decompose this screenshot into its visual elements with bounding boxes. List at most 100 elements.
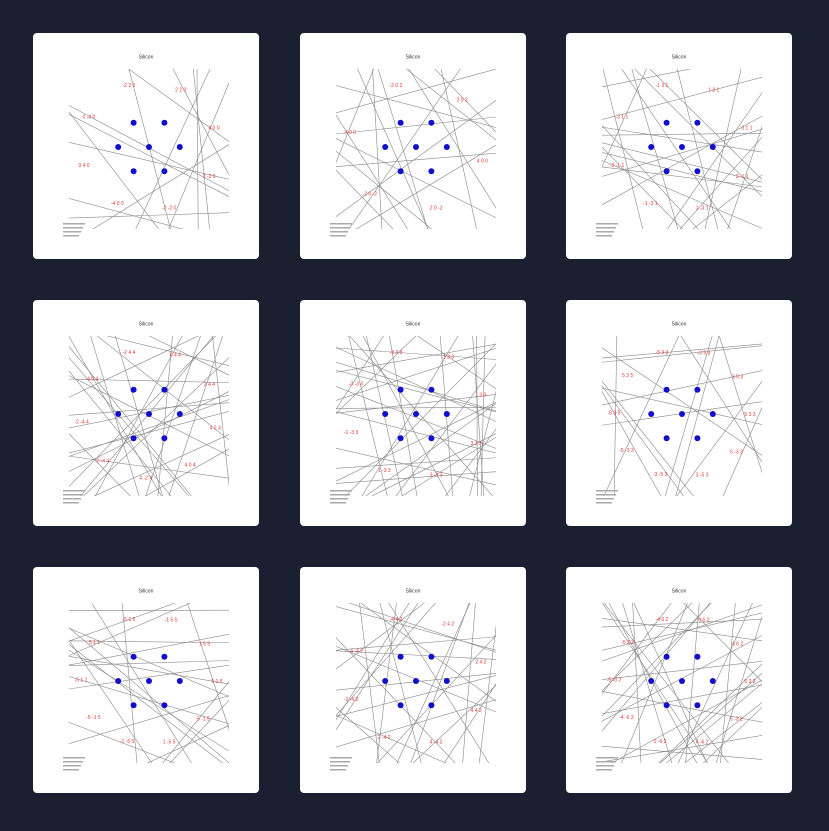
band-line bbox=[80, 336, 214, 496]
band-line bbox=[336, 699, 496, 748]
pole-label: -3 -5 3 bbox=[653, 472, 668, 478]
band-line bbox=[69, 640, 229, 644]
band-line bbox=[395, 363, 496, 496]
band-line bbox=[602, 69, 647, 168]
band-line bbox=[602, 128, 762, 177]
info-line bbox=[330, 765, 348, 767]
pole-dot bbox=[663, 386, 670, 393]
info-line bbox=[63, 761, 83, 763]
band-line bbox=[602, 745, 762, 760]
band-line bbox=[631, 69, 679, 229]
pattern-image: Silicon -4 6 2 0 6 2 4 6 2 5 3 2 5 -3 2 4 -6 2… bbox=[596, 588, 762, 771]
pole-label: -4 0 0 bbox=[343, 130, 356, 136]
pole-dot bbox=[146, 144, 152, 150]
band-line bbox=[602, 401, 762, 426]
info-line bbox=[596, 231, 614, 233]
pole-dot bbox=[648, 678, 655, 684]
pole-label: 1 -5 5 bbox=[163, 739, 176, 745]
band-line bbox=[602, 618, 762, 628]
band-line bbox=[336, 650, 496, 660]
pole-dot bbox=[413, 144, 419, 150]
kikuchi-lines bbox=[602, 69, 762, 229]
band-line bbox=[372, 69, 383, 229]
pattern-image: Silicon -5 3 3 -3 5 3 3 5 3 5 3 3 5 -3 3 3 -5 … bbox=[596, 321, 762, 504]
band-line bbox=[69, 105, 229, 192]
band-line bbox=[602, 387, 762, 425]
pole-label: 3 -3 3 bbox=[430, 472, 443, 478]
band-line bbox=[114, 336, 163, 496]
card-title: Silicon bbox=[672, 588, 687, 594]
band-line bbox=[602, 76, 762, 120]
pattern-card[interactable]: Silicon -4 6 2 0 6 2 4 6 2 5 3 2 5 -3 2 4 -6 2… bbox=[566, 567, 792, 793]
pattern-card[interactable]: Silicon -5 3 3 -3 5 3 3 5 3 5 3 3 5 -3 3 3 -5 … bbox=[566, 300, 792, 526]
band-line bbox=[145, 448, 229, 496]
band-line bbox=[336, 150, 433, 229]
band-line bbox=[69, 633, 229, 666]
band-line bbox=[602, 345, 762, 363]
pole-label: 5 3 3 bbox=[744, 412, 755, 418]
pole-dot bbox=[176, 411, 183, 417]
info-line bbox=[330, 231, 348, 233]
band-line bbox=[69, 455, 229, 479]
kikuchi-lines bbox=[69, 69, 229, 229]
pole-label: -1 3 3 bbox=[441, 355, 454, 361]
band-line bbox=[666, 683, 762, 763]
pattern-card[interactable]: Silicon -1 3 1 1 3 1 3 1 1 3 -1 1 1 -3 1 -1 -3… bbox=[566, 33, 792, 259]
band-line bbox=[69, 603, 177, 642]
pole-label: -4 4 2 bbox=[390, 617, 403, 623]
band-line bbox=[168, 82, 229, 229]
band-line bbox=[348, 603, 496, 653]
pole-label: 5 3 2 bbox=[744, 679, 755, 685]
pole-label: -4 0 0 bbox=[111, 201, 124, 207]
band-line bbox=[336, 457, 496, 469]
pole-label: -4 6 2 bbox=[656, 617, 669, 623]
band-line bbox=[621, 69, 731, 229]
pole-dot bbox=[663, 435, 670, 442]
pattern-card[interactable]: Silicon -2 0 2 2 0 2 4 0 0 2 0 -2 -2 0 -2 -4 0… bbox=[300, 33, 526, 259]
band-line bbox=[362, 336, 449, 496]
band-line bbox=[336, 138, 496, 219]
pole-dot bbox=[694, 386, 701, 393]
band-line bbox=[69, 336, 162, 496]
pattern-card[interactable]: Silicon -5 1 5 -1 5 5 1 5 5 5 1 5 5 -1 5 1 -5 … bbox=[33, 567, 259, 793]
pattern-card[interactable]: Silicon -4 4 2 -2 4 2 2 4 2 4 4 2 4 -4 2 2 -4 … bbox=[300, 567, 526, 793]
pole-dot bbox=[397, 168, 404, 175]
band-line bbox=[365, 403, 496, 496]
pole-label: -2 2 0 bbox=[123, 83, 136, 89]
band-line bbox=[684, 702, 762, 763]
pole-label: 3 -1 1 bbox=[736, 174, 749, 180]
card-title: Silicon bbox=[406, 321, 421, 327]
band-line bbox=[69, 212, 229, 219]
band-line bbox=[336, 646, 496, 713]
band-line bbox=[602, 603, 712, 717]
card-title: Silicon bbox=[672, 54, 687, 60]
pole-dot bbox=[443, 678, 450, 684]
card-title: Silicon bbox=[139, 588, 154, 594]
info-line bbox=[63, 494, 83, 496]
pole-dot bbox=[428, 435, 435, 442]
pole-label: 0 4 4 bbox=[170, 352, 181, 358]
band-line bbox=[434, 69, 496, 133]
pattern-image: Silicon -4 4 2 -2 4 2 2 4 2 4 4 2 4 -4 2 2 -4 … bbox=[330, 588, 496, 771]
pole-label: 5 3 5 bbox=[622, 373, 633, 379]
pole-label: 1 5 5 bbox=[199, 641, 210, 647]
band-line bbox=[602, 691, 762, 723]
band-line bbox=[69, 627, 229, 763]
band-line bbox=[602, 617, 762, 642]
pole-dot bbox=[428, 702, 435, 709]
info-line bbox=[596, 494, 616, 496]
pattern-card[interactable]: Silicon -3 3 3 -1 3 3 1 3 3 3 3 3 3 -3 3 1 -3 … bbox=[300, 300, 526, 526]
pole-label: 3 -5 3 bbox=[696, 472, 709, 478]
pole-label: 4 -4 2 bbox=[430, 739, 443, 745]
pole-label: -3 5 3 bbox=[698, 351, 711, 357]
pole-label: -5 -3 3 bbox=[619, 448, 634, 454]
pole-label: 1 -3 3 bbox=[378, 468, 391, 474]
pattern-card[interactable]: Silicon -2 4 4 0 4 4 2 4 4 4 2 4 4 0 4 4 -2 4 2… bbox=[33, 300, 259, 526]
band-line bbox=[69, 655, 229, 685]
band-line bbox=[355, 144, 496, 229]
pole-label: -3 1 1 bbox=[615, 114, 628, 120]
band-line bbox=[349, 336, 494, 496]
pattern-card[interactable]: Silicon -2 2 0 2 2 0 4 0 0 2 -2 0 -2 -2 0 -4 0… bbox=[33, 33, 259, 259]
pole-label: -2 4 4 bbox=[123, 350, 136, 356]
